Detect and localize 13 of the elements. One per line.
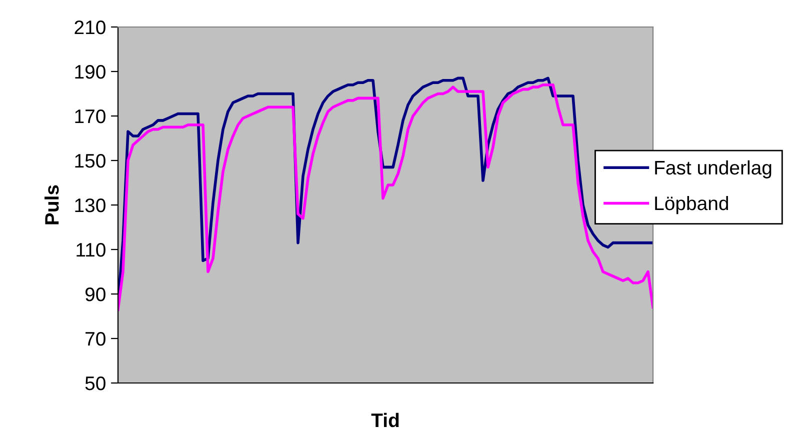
y-tick-label: 130 bbox=[75, 198, 106, 212]
y-tick-label: 210 bbox=[74, 20, 106, 34]
legend-label: Löpband bbox=[655, 196, 728, 214]
y-tick-label: 90 bbox=[85, 287, 106, 302]
y-tick-label: 50 bbox=[85, 376, 106, 390]
y-tick-label: 170 bbox=[75, 109, 106, 124]
x-axis-title: Tid bbox=[371, 412, 399, 428]
y-tick-label: 70 bbox=[86, 332, 106, 346]
y-tick-label: 110 bbox=[76, 242, 106, 257]
y-tick-label: 150 bbox=[75, 154, 106, 168]
y-tick-label: 190 bbox=[75, 64, 106, 79]
y-axis-title: Puls bbox=[44, 185, 59, 224]
legend-label: Fast underlag bbox=[655, 160, 772, 178]
